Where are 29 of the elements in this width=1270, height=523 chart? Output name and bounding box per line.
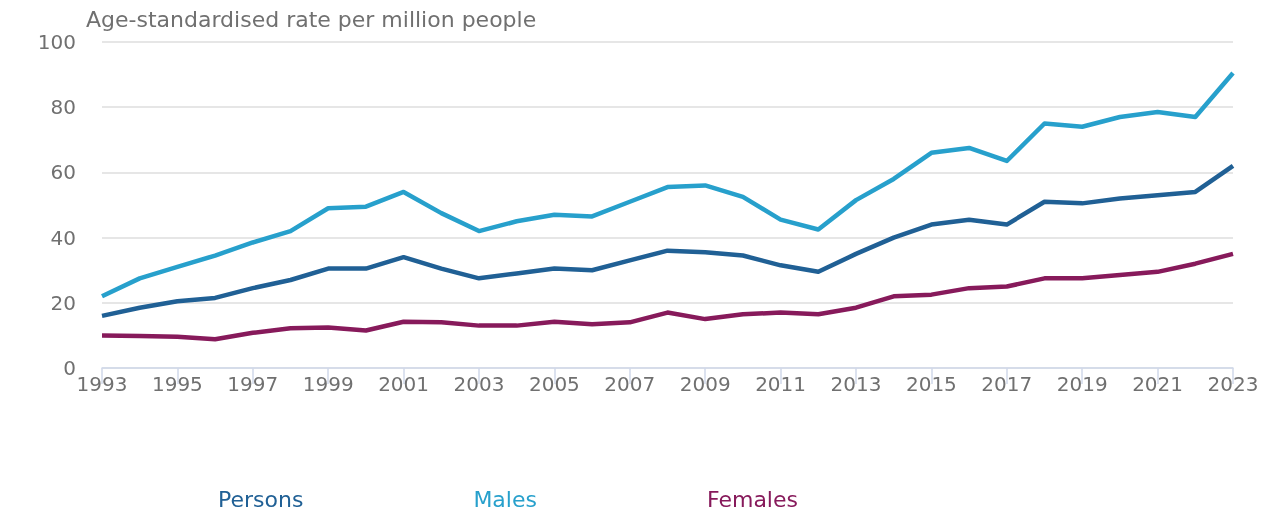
line-series — [99, 251, 1236, 342]
x-tick-label: 2019 — [1056, 372, 1108, 396]
y-axis-title: Age-standardised rate per million people — [86, 6, 537, 32]
x-tick-label: 2003 — [453, 372, 505, 396]
x-tick-label: 2005 — [528, 372, 580, 396]
x-tick-label: 1995 — [151, 372, 203, 396]
x-tick-label: 2011 — [755, 372, 807, 396]
y-tick-label: 60 — [50, 160, 76, 185]
x-tick-label: 2017 — [981, 372, 1033, 396]
x-tick-label: 1997 — [227, 372, 279, 396]
y-tick-label: 0 — [63, 356, 76, 380]
x-tick-label: 2001 — [378, 372, 430, 396]
y-tick-label: 40 — [50, 225, 76, 250]
x-tick-label: 2013 — [830, 372, 882, 396]
x-tick-label: 2007 — [604, 372, 656, 396]
y-tick-label: 20 — [50, 290, 76, 315]
x-tick-label: 2015 — [905, 372, 957, 396]
text: Females — [706, 486, 798, 512]
x-tick-label: 2023 — [1207, 372, 1259, 396]
x-tick-label: 1993 — [76, 372, 128, 396]
text: Persons — [218, 486, 304, 512]
line-series — [99, 70, 1236, 299]
line-series — [99, 163, 1236, 319]
x-tick-label: 1999 — [302, 372, 354, 396]
x-tick-label: 2009 — [679, 372, 731, 396]
y-tick-label: 100 — [37, 30, 76, 54]
text: Males — [473, 486, 537, 512]
x-tick-label: 2021 — [1132, 372, 1184, 396]
y-tick-label: 80 — [50, 95, 76, 120]
